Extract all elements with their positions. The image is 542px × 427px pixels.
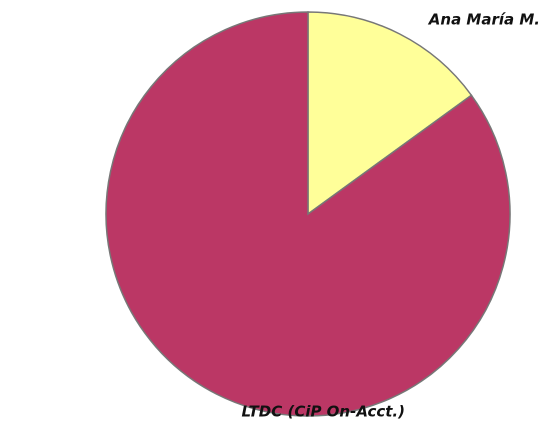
slice-label: LTDC (CiP On-Acct.) — [241, 403, 405, 421]
pie-slice — [307, 11, 473, 216]
slice-label: Ana María M. — [428, 11, 540, 29]
pie-slice — [105, 11, 511, 417]
